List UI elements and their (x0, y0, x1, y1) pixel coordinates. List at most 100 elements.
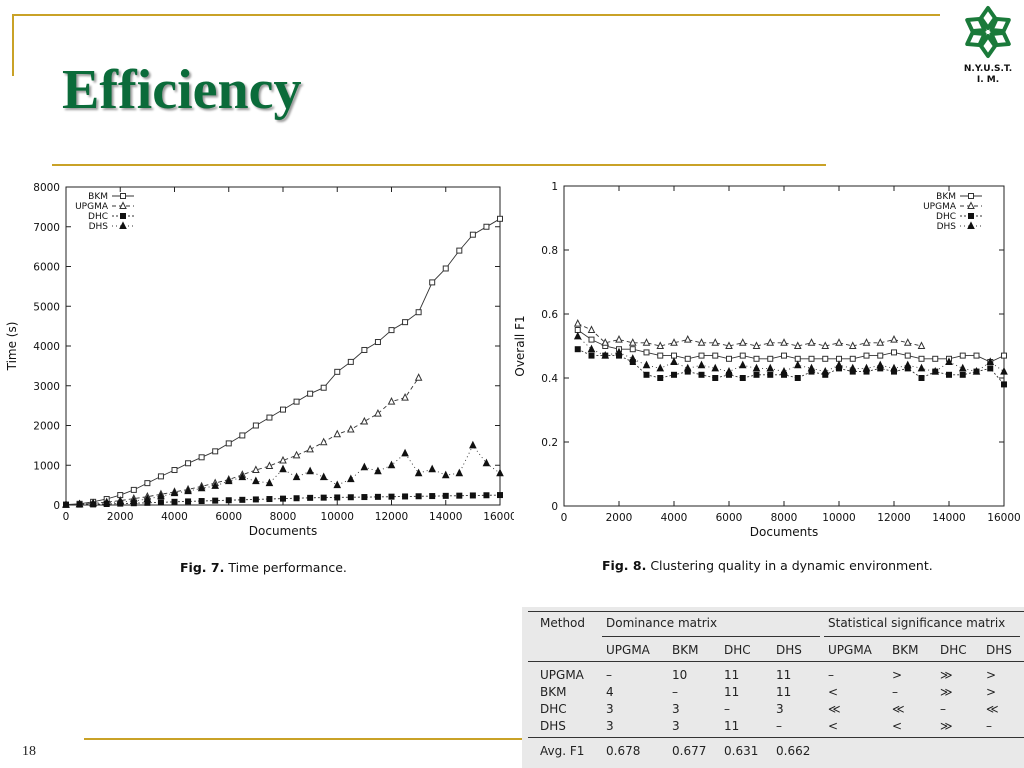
data-point-dhc (415, 493, 422, 500)
data-point-dhc (643, 371, 650, 378)
data-point-dhs (224, 476, 233, 485)
university-logo: N.Y.U.S.T. I. M. (956, 4, 1020, 86)
table-cell: ≪ (828, 702, 841, 716)
table-cell: < (828, 685, 839, 699)
data-point-dhs (89, 498, 97, 507)
data-point-bkm (822, 355, 829, 362)
data-point-bkm (808, 355, 815, 362)
table-cell: – (892, 685, 898, 699)
table-cell: 4 (606, 685, 614, 699)
table-cell: ≫ (940, 668, 953, 682)
data-point-dhs (455, 468, 464, 477)
y-tick-label: 2000 (33, 421, 60, 433)
data-point-dhc (712, 375, 719, 381)
data-point-upgma (807, 338, 816, 346)
series-upgma (62, 373, 423, 508)
data-point-dhs (958, 363, 967, 372)
slide-title: Efficiency (62, 59, 302, 121)
x-tick-label: 10000 (822, 512, 855, 524)
data-point-dhc (946, 371, 952, 378)
table-column-header: UPGMA (828, 643, 872, 657)
title-underline (52, 164, 826, 166)
data-point-bkm (863, 352, 870, 359)
data-point-upgma (306, 444, 314, 453)
data-point-dhc (171, 498, 178, 505)
legend-marker (967, 221, 975, 229)
table-row-label: BKM (540, 685, 567, 699)
data-point-dhc (266, 496, 273, 503)
data-point-bkm (973, 352, 980, 359)
y-axis-label: Time (s) (5, 322, 19, 372)
data-point-dhs (292, 472, 301, 481)
data-point-upgma (387, 397, 396, 405)
x-tick-label: 2000 (107, 511, 134, 523)
table-column-header: DHC (724, 643, 751, 657)
table-footer-cell: 0.678 (606, 744, 641, 758)
data-point-upgma (401, 393, 409, 401)
data-point-dhc (987, 365, 994, 372)
table-cell: ≪ (892, 702, 905, 716)
data-point-dhs (170, 488, 179, 497)
logo-text-line1: N.Y.U.S.T. (963, 64, 1013, 74)
data-point-upgma (697, 338, 706, 346)
data-point-dhs (972, 366, 981, 375)
data-point-dhs (725, 366, 733, 375)
x-tick-label: 4000 (161, 511, 188, 523)
table-cell: ≫ (940, 685, 953, 699)
data-point-dhc (307, 494, 314, 501)
data-point-dhc (388, 493, 395, 500)
data-point-dhs (670, 357, 678, 365)
table-cell: – (940, 702, 946, 716)
data-point-bkm (429, 279, 436, 286)
table-footer-cell: 0.631 (724, 744, 759, 758)
y-axis-label: Overall F1 (513, 315, 527, 376)
data-point-bkm (657, 352, 664, 359)
data-point-dhs (116, 497, 125, 505)
legend-marker (120, 193, 126, 199)
data-point-dhs (738, 360, 747, 369)
data-point-upgma (793, 341, 802, 349)
series-line-upgma (65, 377, 419, 506)
y-tick-label: 1 (551, 181, 558, 193)
data-point-upgma (587, 325, 596, 333)
bottom-rule (84, 738, 524, 740)
data-point-dhc (293, 495, 300, 502)
data-point-dhc (347, 494, 354, 501)
data-point-bkm (767, 355, 774, 362)
series-bkm (63, 215, 503, 508)
data-point-dhs (496, 468, 504, 477)
data-point-dhc (374, 493, 381, 500)
data-point-dhs (752, 363, 761, 372)
data-point-dhc (225, 497, 232, 504)
data-point-bkm (347, 358, 354, 365)
legend-label: BKM (88, 192, 108, 202)
data-point-dhs (347, 474, 355, 483)
data-point-dhs (157, 491, 165, 500)
table-cell: 3 (606, 719, 614, 733)
data-point-bkm (198, 454, 205, 461)
data-point-dhs (986, 357, 995, 365)
data-point-bkm (918, 355, 925, 362)
data-point-dhc (739, 375, 746, 381)
data-point-bkm (836, 355, 842, 362)
x-tick-label: 4000 (661, 512, 688, 524)
data-point-dhs (265, 478, 274, 487)
table-cell: 11 (776, 685, 792, 699)
table-column-header: DHC (940, 643, 967, 657)
data-point-bkm (739, 352, 746, 359)
data-point-dhs (441, 470, 450, 479)
data-point-dhc (753, 371, 760, 378)
legend-marker (120, 213, 126, 219)
legend-label: DHC (88, 212, 108, 222)
legend-label: DHS (937, 222, 957, 232)
data-point-dhc (497, 492, 503, 499)
data-point-bkm (171, 467, 178, 474)
data-point-upgma (683, 334, 692, 343)
data-point-upgma (752, 341, 761, 349)
data-point-upgma (738, 338, 747, 346)
table-row-label: DHS (540, 719, 566, 733)
data-point-dhc (157, 499, 164, 506)
fig7-caption: Fig. 7. Time performance. (180, 560, 347, 575)
x-tick-label: 0 (561, 512, 568, 524)
data-point-dhc (959, 371, 966, 378)
